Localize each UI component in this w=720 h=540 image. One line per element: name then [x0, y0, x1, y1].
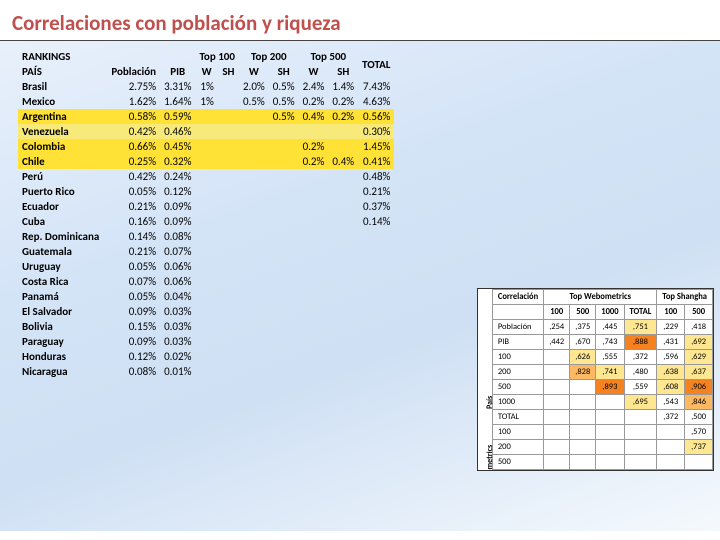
title-bar: Correlaciones con población y riqueza	[0, 0, 720, 41]
slide-body: RANKINGSTop 100Top 200Top 500TOTALPAÍSPo…	[0, 41, 720, 531]
correlation-table: CorrelaciónTop WebometricsTop Shangha100…	[492, 289, 713, 470]
axis-webometrics: Webometrics	[485, 445, 495, 471]
correlation-panel: País Webometrics Shanghai CorrelaciónTop…	[477, 288, 714, 471]
slide-title: Correlaciones con población y riqueza	[12, 10, 708, 36]
axis-pais: País	[485, 396, 495, 409]
rankings-table: RANKINGSTop 100Top 200Top 500TOTALPAÍSPo…	[18, 49, 394, 379]
